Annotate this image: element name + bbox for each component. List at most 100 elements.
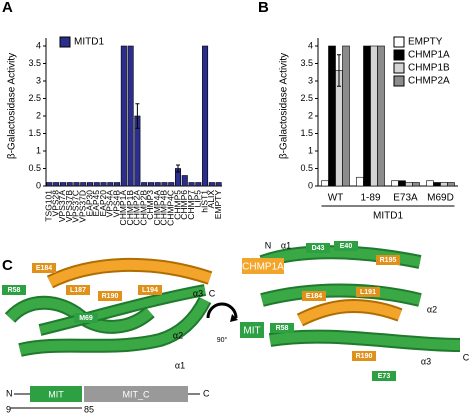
y-tick-label: 1 [308,145,313,155]
bar [46,182,53,187]
structure-label: α2 [427,304,437,314]
bar [370,45,378,187]
domain-n: N [6,388,13,398]
legend-swatch [393,36,405,48]
bar [141,182,148,187]
y-tick-label: 3 [308,75,313,85]
residue-label: R195 [380,257,397,264]
x-tick-label: VPS37B [64,190,74,222]
bar [215,182,222,187]
legend-label: CHMP2A [408,76,450,87]
residue-box [98,291,122,301]
y-tick-label: 3.5 [28,58,41,68]
x-tick-label: E73A [393,193,418,204]
residue-label: R190 [356,353,373,360]
bar [107,182,114,187]
rotation-arrow [206,302,238,319]
bar [73,182,80,187]
bar [335,70,343,187]
structure-label: α1 [175,360,185,370]
x-tick-label: ALIX [206,190,216,209]
error-bar [135,103,140,129]
bar [321,180,329,187]
y-tick-label: 2.5 [300,93,313,103]
bar [53,182,60,187]
y-tick-label: 0.5 [28,163,41,173]
x-tick-label: TSG101 [44,190,54,222]
x-tick-label: CHMP1A [118,190,128,226]
residue-label: R58 [8,287,21,294]
bar [120,45,127,187]
bar [86,182,94,187]
bar [80,182,87,187]
error-bar [176,164,180,173]
domain-c: C [203,388,210,398]
panel-label: C [2,257,13,274]
residue-box [74,313,98,323]
bar [114,182,121,187]
x-tick-label: hIST1 [199,190,209,213]
x-tick-label: EAP45 [91,190,101,217]
helix [18,297,210,355]
helix [39,286,206,334]
x-tick-label: VPS4A [105,190,115,218]
legend-swatch [393,75,405,87]
y-tick-label: 2.5 [28,93,41,103]
structure-label: α1 [281,240,291,250]
y-tick-label: 4 [308,40,313,50]
residue-label: E40 [340,243,353,250]
residue-box [356,287,380,297]
residue-box [66,285,90,295]
bar [433,182,441,187]
bar [100,182,107,187]
bar [59,182,66,187]
panel-label: A [2,0,13,16]
y-axis-label: β-Galactosidase Activity [279,53,290,159]
mit-box [240,322,264,338]
legend-label: MITD1 [74,37,104,48]
residue-label: E184 [36,265,52,272]
residue-box [270,323,294,333]
rotation-arrow-head [230,314,238,322]
legend-swatch [59,36,71,48]
residue-label: L187 [70,287,86,294]
x-tick-label: CHMP7 [186,190,196,220]
bar [168,182,175,187]
y-tick-label: 4 [36,40,41,50]
domain-start: 9 [6,404,11,414]
error-bar [337,54,341,87]
bar [363,45,371,187]
residue-box [2,285,26,295]
mit-label: MIT [243,326,260,337]
bar [405,182,413,187]
x-tick-label: VPS4B [111,190,121,218]
legend-label: CHMP1B [408,63,450,74]
bar [447,182,455,187]
y-tick-label: 2 [36,110,41,120]
residue-label: M69 [79,315,93,322]
bar [398,180,406,187]
structure-label: α2 [173,330,183,340]
bar [93,182,100,187]
bar [195,182,202,187]
mitc-domain [84,386,188,402]
x-axis-label: MITD1 [373,211,403,222]
legend-label: CHMP1A [408,50,450,61]
residue-box [352,351,376,361]
x-tick-label: CHMP5 [172,190,182,220]
structure-label: C [463,352,470,362]
bar [377,45,385,187]
x-tick-label: CHMP4C [165,190,175,226]
rotation-label: 90° [217,336,228,344]
bar [66,182,73,187]
y-tick-label: 3 [36,75,41,85]
x-tick-label: CHMP4A [152,190,162,226]
x-tick-label: VPS37A [57,190,67,222]
residue-label: L191 [360,289,376,296]
y-axis-label: β-Galactosidase Activity [7,53,18,159]
legend-label: EMPTY [408,37,443,48]
bar [426,180,434,187]
residue-label: E184 [306,293,322,300]
